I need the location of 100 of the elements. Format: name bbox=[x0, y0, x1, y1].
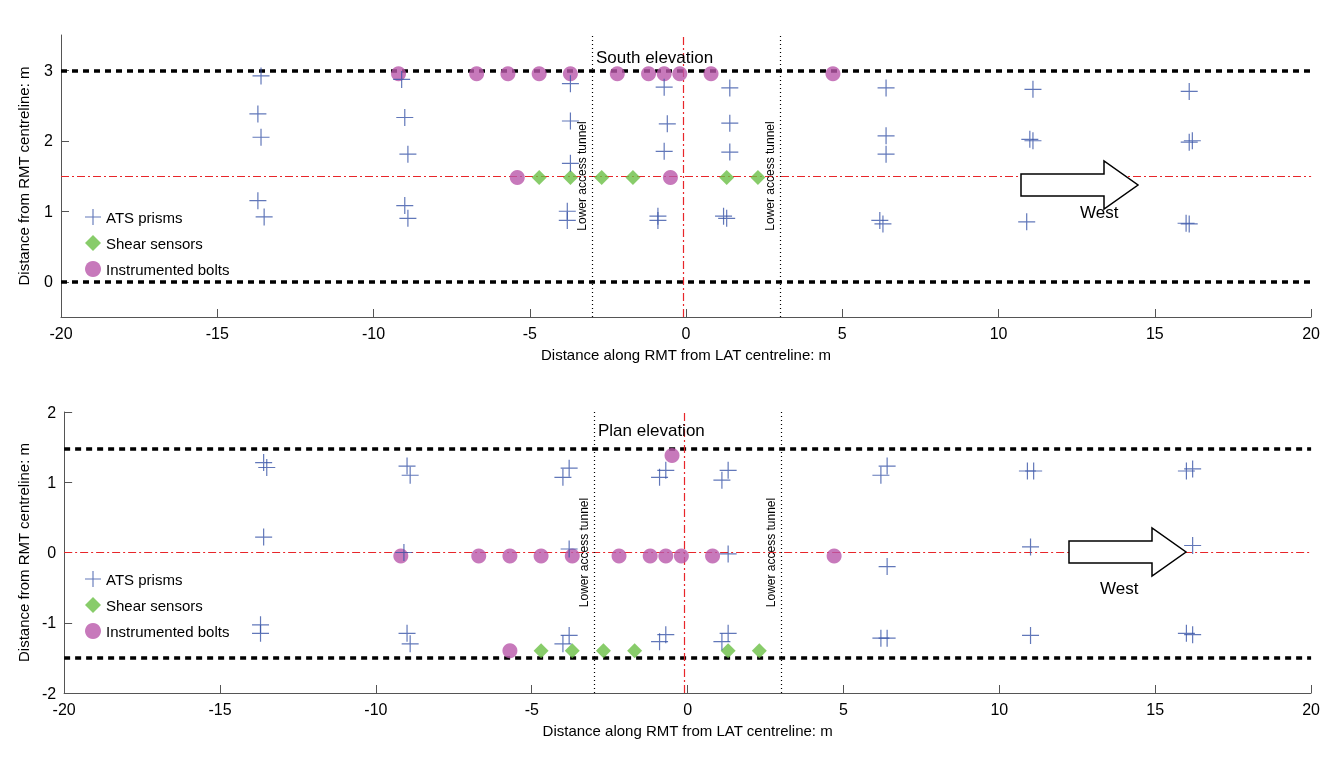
point bbox=[469, 66, 485, 82]
x-tick-label: -15 bbox=[205, 324, 229, 342]
x-tick-label: -20 bbox=[52, 700, 76, 718]
point bbox=[705, 548, 721, 564]
point bbox=[509, 169, 525, 185]
point bbox=[877, 79, 895, 97]
point bbox=[642, 548, 658, 564]
x-tick-label: 20 bbox=[1302, 700, 1321, 718]
x-tick-label: 20 bbox=[1302, 324, 1321, 342]
point bbox=[641, 66, 657, 82]
point bbox=[554, 635, 572, 653]
legend-label: Instrumented bolts bbox=[106, 260, 230, 278]
point bbox=[502, 548, 518, 564]
x-tick-label: 0 bbox=[681, 324, 691, 342]
x-tick-label: 5 bbox=[837, 324, 847, 342]
point bbox=[625, 169, 641, 185]
point bbox=[564, 643, 580, 659]
point bbox=[713, 633, 731, 651]
ref-line-label: Lower access tunnel bbox=[764, 497, 779, 608]
point bbox=[531, 169, 547, 185]
y-axis-title: Distance from RMT centreline: m bbox=[15, 443, 32, 662]
point bbox=[656, 66, 672, 82]
point bbox=[672, 66, 688, 82]
point bbox=[611, 548, 627, 564]
point bbox=[255, 528, 273, 546]
text: Plan elevation bbox=[598, 421, 705, 440]
x-tick-label: 5 bbox=[839, 700, 849, 718]
point bbox=[252, 128, 270, 146]
y-tick-label: -1 bbox=[41, 614, 57, 632]
point bbox=[561, 112, 579, 130]
x-tick-label: 10 bbox=[989, 324, 1008, 342]
y-tick-label: 2 bbox=[44, 132, 54, 150]
point bbox=[564, 548, 580, 564]
point bbox=[825, 66, 841, 82]
legend-label: Instrumented bolts bbox=[106, 622, 230, 640]
y-tick-label: 0 bbox=[47, 544, 57, 561]
point bbox=[398, 624, 416, 642]
y-axis-title: Distance from RMT centreline: m bbox=[15, 66, 32, 286]
point bbox=[627, 643, 643, 659]
x-tick-label: -10 bbox=[361, 324, 386, 342]
point bbox=[703, 66, 719, 82]
point bbox=[1177, 462, 1195, 480]
point bbox=[554, 468, 572, 486]
annotation: West bbox=[1100, 579, 1139, 598]
point bbox=[1024, 80, 1042, 98]
x-tick-label: -5 bbox=[524, 700, 539, 718]
text: South elevation bbox=[596, 48, 714, 67]
point bbox=[533, 643, 549, 659]
y-tick-label: 2 bbox=[47, 403, 57, 421]
x-axis-title: Distance along RMT from LAT centreline: m bbox=[542, 722, 833, 739]
ref-line-label: Lower access tunnel bbox=[577, 497, 592, 608]
point bbox=[391, 66, 407, 82]
point bbox=[658, 548, 674, 564]
point bbox=[562, 169, 578, 185]
point bbox=[249, 105, 267, 123]
point bbox=[595, 643, 611, 659]
point bbox=[878, 457, 896, 475]
x-tick-label: -10 bbox=[364, 700, 388, 718]
point bbox=[395, 544, 413, 561]
y-tick-label: 1 bbox=[47, 473, 57, 491]
x-tick-label: 0 bbox=[683, 700, 693, 718]
point bbox=[673, 548, 689, 564]
point bbox=[531, 66, 547, 82]
point bbox=[649, 211, 667, 229]
point bbox=[664, 448, 680, 464]
point bbox=[751, 643, 767, 659]
x-axis-title: Distance along RMT from LAT centreline: m bbox=[540, 346, 832, 363]
point bbox=[562, 66, 578, 82]
point bbox=[502, 643, 518, 659]
point bbox=[877, 127, 895, 145]
x-tick-label: -20 bbox=[49, 324, 73, 342]
legend-label: Shear sensors bbox=[106, 234, 203, 252]
point bbox=[1025, 462, 1043, 480]
point bbox=[719, 545, 737, 563]
y-tick-label: 0 bbox=[44, 273, 54, 291]
point bbox=[609, 66, 625, 82]
legend-label: ATS prisms bbox=[106, 570, 183, 588]
point bbox=[471, 548, 487, 564]
point bbox=[719, 169, 735, 185]
point bbox=[826, 548, 842, 564]
point bbox=[252, 67, 270, 85]
x-tick-label: -5 bbox=[522, 324, 537, 342]
point bbox=[500, 66, 516, 82]
point bbox=[594, 169, 610, 185]
x-tick-label: 15 bbox=[1145, 324, 1164, 342]
x-tick-label: 15 bbox=[1146, 700, 1165, 718]
point bbox=[560, 540, 578, 558]
x-tick-label: 10 bbox=[990, 700, 1009, 718]
annotation: West bbox=[1080, 203, 1119, 222]
y-tick-label: -2 bbox=[41, 684, 57, 702]
y-tick-label: 1 bbox=[44, 202, 54, 220]
ref-line-label: Lower access tunnel bbox=[575, 121, 590, 231]
point bbox=[713, 471, 731, 489]
legend-label: ATS prisms bbox=[106, 208, 183, 226]
point bbox=[874, 215, 892, 233]
point bbox=[721, 143, 739, 161]
point bbox=[720, 643, 736, 659]
point bbox=[877, 145, 895, 163]
x-tick-label: -15 bbox=[208, 700, 232, 718]
point bbox=[750, 169, 766, 185]
